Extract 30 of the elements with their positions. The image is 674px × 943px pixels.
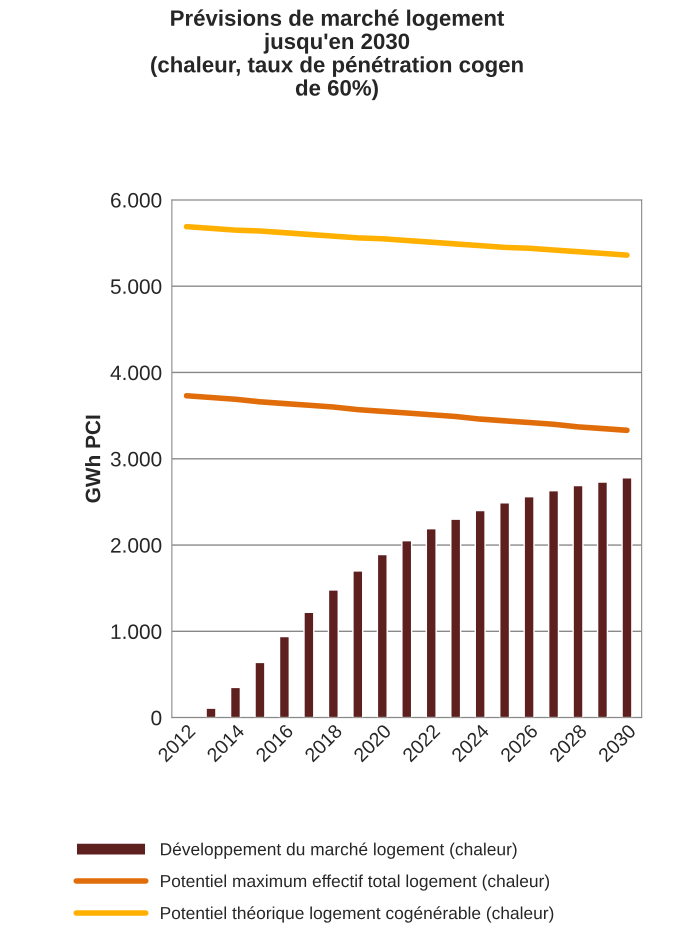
bar bbox=[596, 481, 608, 718]
bar bbox=[352, 570, 364, 718]
y-axis-title: GWh PCI bbox=[85, 416, 100, 502]
bar bbox=[426, 528, 437, 718]
bar bbox=[450, 518, 462, 718]
bar bbox=[499, 502, 510, 718]
bar bbox=[621, 477, 633, 718]
bar bbox=[401, 540, 412, 718]
bar bbox=[278, 636, 290, 718]
bar bbox=[230, 686, 242, 718]
legend-label: Développement du marché logement (chaleur) bbox=[161, 842, 517, 859]
bar bbox=[205, 707, 217, 718]
chart-title: Prévisions de marché logement jusqu'en 2030 (chaleur, taux de pénétration cogen de 60%) bbox=[151, 9, 523, 100]
bar bbox=[376, 554, 388, 718]
bar bbox=[254, 662, 266, 718]
y-tick-label: 6.000 bbox=[111, 192, 162, 208]
bar bbox=[524, 496, 535, 718]
y-tick-label: 3.000 bbox=[110, 452, 162, 467]
y-tick-label: 2.000 bbox=[111, 538, 162, 553]
bar bbox=[328, 589, 339, 718]
legend-label: Potentiel théorique logement cogénérable (chaleur) bbox=[161, 906, 554, 923]
y-tick-label: 0 bbox=[151, 710, 162, 726]
bar bbox=[572, 484, 584, 718]
y-tick-label: 5.000 bbox=[110, 279, 162, 294]
bar bbox=[474, 510, 486, 718]
bar bbox=[548, 490, 560, 718]
y-tick-label: 1.000 bbox=[112, 624, 162, 640]
legend-label: Potentiel maximum effectif total logement (chaleur) bbox=[161, 874, 550, 891]
y-tick-label: 4.000 bbox=[110, 365, 162, 380]
bar bbox=[303, 612, 314, 718]
